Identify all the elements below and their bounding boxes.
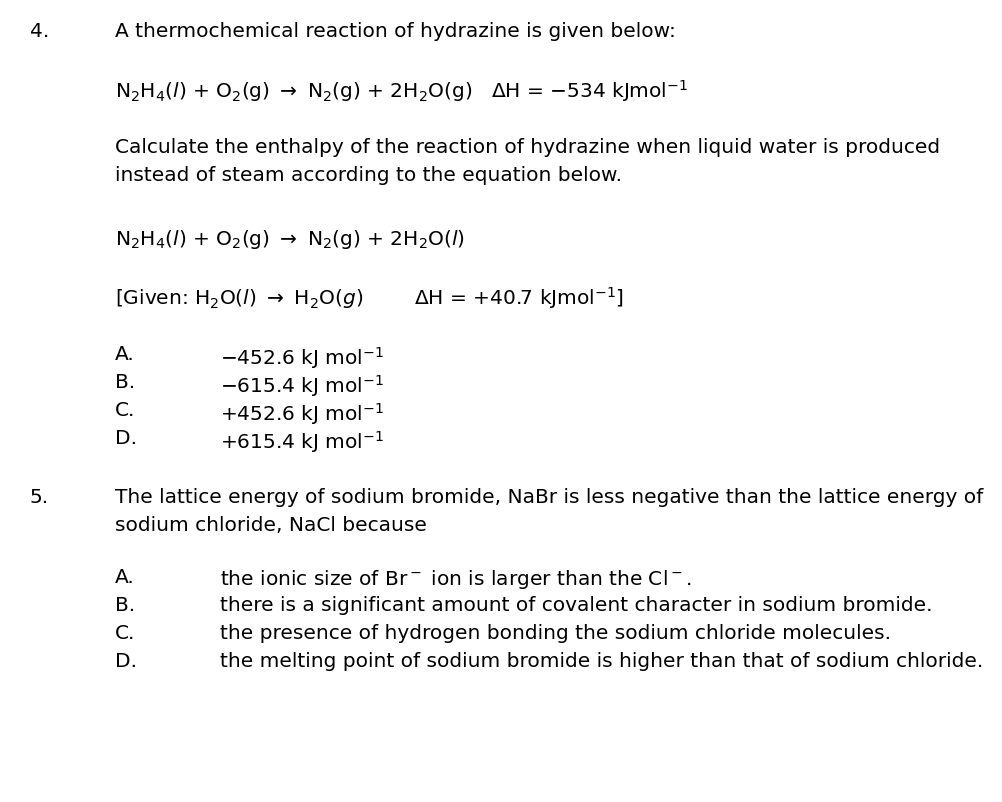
- Text: N$_2$H$_4$($\it{l}$) + O$_2$(g) $\rightarrow$ N$_2$(g) + 2H$_2$O($\it{l}$): N$_2$H$_4$($\it{l}$) + O$_2$(g) $\righta…: [115, 228, 465, 251]
- Text: A thermochemical reaction of hydrazine is given below:: A thermochemical reaction of hydrazine i…: [115, 22, 675, 41]
- Text: sodium chloride, NaCl because: sodium chloride, NaCl because: [115, 516, 427, 534]
- Text: A.: A.: [115, 345, 134, 363]
- Text: [Given: H$_2$O($\it{l}$) $\rightarrow$ H$_2$O($\it{g}$)        $\Delta$H = +40.7: [Given: H$_2$O($\it{l}$) $\rightarrow$ H…: [115, 285, 623, 310]
- Text: there is a significant amount of covalent character in sodium bromide.: there is a significant amount of covalen…: [219, 595, 932, 614]
- Text: N$_2$H$_4$($\it{l}$) + O$_2$(g) $\rightarrow$ N$_2$(g) + 2H$_2$O(g)   $\Delta$H : N$_2$H$_4$($\it{l}$) + O$_2$(g) $\righta…: [115, 78, 687, 103]
- Text: the melting point of sodium bromide is higher than that of sodium chloride.: the melting point of sodium bromide is h…: [219, 651, 982, 670]
- Text: the presence of hydrogen bonding the sodium chloride molecules.: the presence of hydrogen bonding the sod…: [219, 623, 890, 642]
- Text: C.: C.: [115, 623, 135, 642]
- Text: instead of steam according to the equation below.: instead of steam according to the equati…: [115, 166, 621, 184]
- Text: the ionic size of Br$^-$ ion is larger than the Cl$^-$.: the ionic size of Br$^-$ ion is larger t…: [219, 567, 691, 590]
- Text: $-$452.6 kJ mol$^{-1}$: $-$452.6 kJ mol$^{-1}$: [219, 345, 384, 371]
- Text: D.: D.: [115, 428, 137, 448]
- Text: B.: B.: [115, 373, 135, 391]
- Text: C.: C.: [115, 400, 135, 419]
- Text: 5.: 5.: [30, 488, 49, 506]
- Text: +615.4 kJ mol$^{-1}$: +615.4 kJ mol$^{-1}$: [219, 428, 384, 455]
- Text: D.: D.: [115, 651, 137, 670]
- Text: The lattice energy of sodium bromide, NaBr is less negative than the lattice ene: The lattice energy of sodium bromide, Na…: [115, 488, 982, 506]
- Text: A.: A.: [115, 567, 134, 586]
- Text: B.: B.: [115, 595, 135, 614]
- Text: +452.6 kJ mol$^{-1}$: +452.6 kJ mol$^{-1}$: [219, 400, 384, 427]
- Text: $-$615.4 kJ mol$^{-1}$: $-$615.4 kJ mol$^{-1}$: [219, 373, 384, 399]
- Text: Calculate the enthalpy of the reaction of hydrazine when liquid water is produce: Calculate the enthalpy of the reaction o…: [115, 138, 939, 157]
- Text: 4.: 4.: [30, 22, 49, 41]
